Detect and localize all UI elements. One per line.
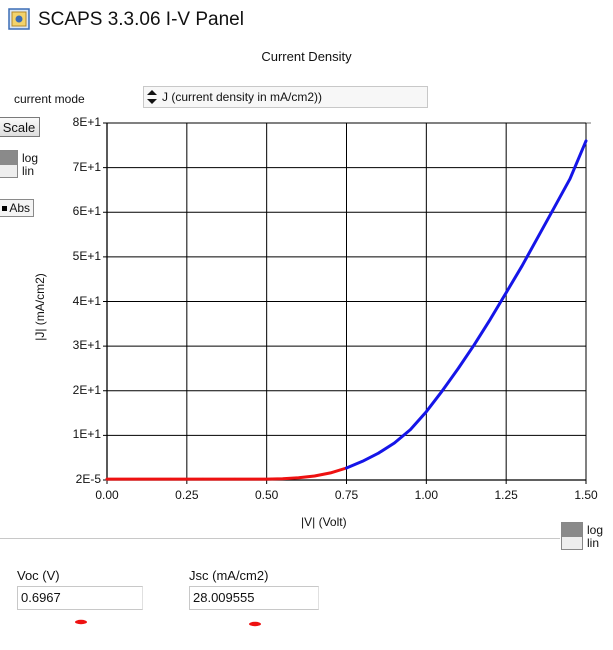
data-point — [377, 452, 380, 455]
spin-arrows-icon[interactable] — [145, 89, 159, 105]
y-tick-label: 1E+1 — [72, 427, 101, 442]
iv-curve-high — [345, 139, 588, 470]
x-tick-label: 1.50 — [574, 488, 598, 502]
y-tick-label: 6E+1 — [72, 204, 101, 219]
y-tick-label: 8E+1 — [72, 115, 101, 129]
data-point — [441, 389, 444, 392]
data-point — [473, 343, 476, 346]
iv-chart — [103, 122, 591, 484]
data-point — [329, 471, 332, 475]
x-tick-label: 0.75 — [334, 488, 359, 502]
app-icon — [8, 8, 30, 30]
current-mode-label: current mode — [14, 92, 85, 106]
data-point — [584, 139, 588, 143]
y-log-option[interactable]: log — [22, 151, 39, 165]
abs-button[interactable]: Abs — [0, 199, 34, 217]
data-point — [313, 474, 316, 478]
x-tick-label: 1.00 — [414, 488, 438, 502]
y-tick-label: 5E+1 — [72, 248, 101, 263]
x-lin-option[interactable]: lin — [587, 536, 600, 550]
y-tick-label: 7E+1 — [72, 159, 101, 174]
x-tick-label: 1.25 — [494, 488, 518, 502]
data-point — [536, 235, 540, 238]
data-point — [105, 477, 109, 481]
x-log-option[interactable]: log — [587, 523, 604, 537]
x-tick-label: 0.00 — [95, 488, 119, 502]
abs-button-label: Abs — [9, 201, 30, 215]
data-point — [137, 477, 141, 481]
y-lin-option[interactable]: lin — [22, 164, 35, 178]
iv-curve-low — [105, 466, 348, 481]
voc-label: Voc (V) — [17, 568, 60, 583]
data-point — [297, 476, 300, 479]
window-title: SCAPS 3.3.06 I-V Panel — [38, 9, 244, 30]
data-point — [393, 441, 396, 445]
separator-line — [0, 538, 560, 539]
data-point — [361, 460, 364, 463]
data-point — [281, 477, 284, 480]
y-tick-label: 2E+1 — [72, 382, 101, 397]
y-axis-label: |J| (mA/cm2) — [33, 273, 47, 341]
data-point — [520, 264, 524, 267]
voc-field: 0.6967 — [17, 586, 143, 610]
y-tick-label: 4E+1 — [72, 293, 101, 308]
x-tick-label: 0.25 — [175, 488, 199, 502]
data-point — [409, 428, 412, 431]
jsc-field: 28.009555 — [189, 586, 319, 610]
data-point — [457, 367, 460, 370]
checkbox-icon — [2, 206, 7, 211]
data-point — [552, 206, 556, 209]
current-mode-value: J (current density in mA/cm2)) — [162, 90, 323, 104]
y-tick-label: 3E+1 — [72, 338, 101, 353]
x-tick-label: 0.50 — [254, 488, 279, 502]
data-point — [265, 477, 268, 481]
x-scale-toggle[interactable] — [561, 522, 583, 550]
current-mode-select[interactable]: J (current density in mA/cm2)) — [143, 86, 428, 108]
data-point — [201, 477, 204, 481]
scale-button[interactable]: Scale — [0, 117, 40, 137]
y-tick-label: 2E-5 — [75, 472, 101, 486]
title-bar: SCAPS 3.3.06 I-V Panel — [0, 0, 613, 40]
data-point — [425, 410, 428, 413]
data-point — [489, 318, 492, 321]
y-scale-toggle[interactable] — [0, 150, 18, 178]
panel-title: Current Density — [261, 49, 352, 64]
data-point — [345, 466, 348, 470]
red-mark-icon — [75, 619, 87, 625]
x-axis-label: |V| (Volt) — [301, 515, 347, 529]
data-point — [233, 477, 236, 481]
data-point — [504, 291, 508, 294]
data-point — [169, 477, 173, 481]
red-mark-icon — [249, 621, 261, 627]
jsc-label: Jsc (mA/cm2) — [189, 568, 269, 583]
data-point — [568, 177, 572, 180]
